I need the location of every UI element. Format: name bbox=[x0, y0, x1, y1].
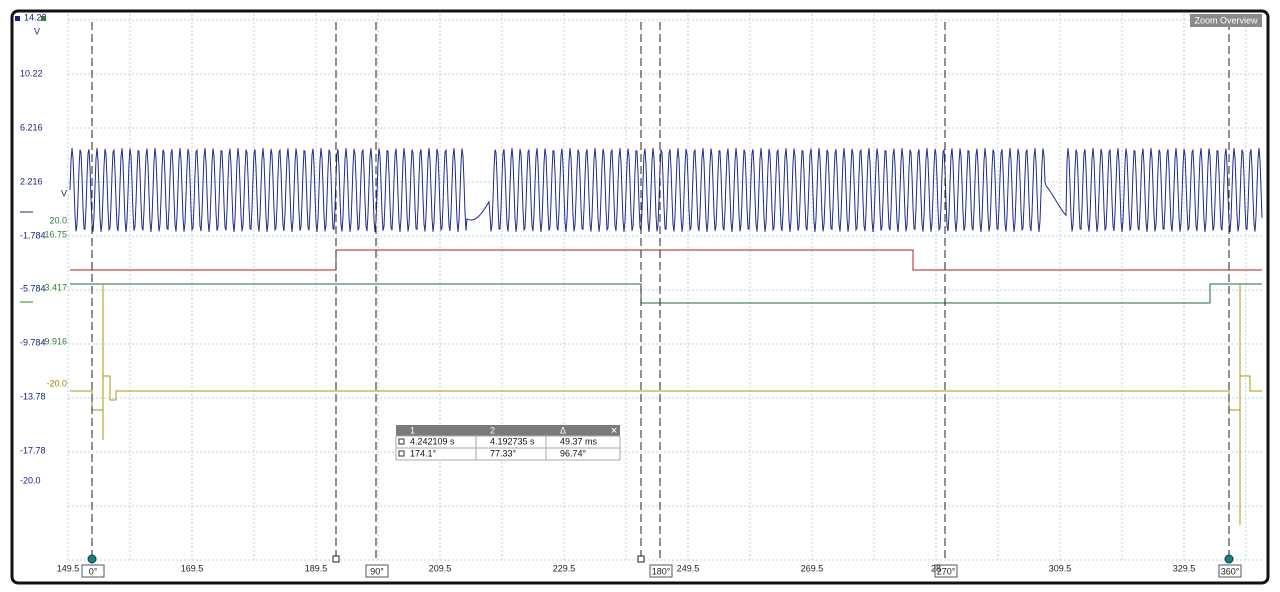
zoom-overview-button[interactable] bbox=[1190, 14, 1262, 27]
y-axis-label: 2.216 bbox=[20, 176, 43, 186]
x-axis-label: 309.5 bbox=[1049, 563, 1072, 573]
table-cell bbox=[545, 447, 621, 461]
channel-axis-label: V bbox=[61, 188, 67, 198]
cursors: 0° 90° 180° 270° 360° bbox=[81, 22, 1242, 578]
cursor-label: 360° bbox=[1221, 566, 1240, 576]
x-axis-label: 209.5 bbox=[429, 563, 452, 573]
table-cell-text: 4.242109 s bbox=[410, 436, 455, 446]
frame bbox=[10, 9, 1270, 585]
y-axis-label: 14.22 bbox=[24, 12, 47, 22]
channel-axis-label: -9.916 bbox=[41, 336, 67, 346]
grid bbox=[67, 14, 1262, 561]
cursor-label-box bbox=[365, 564, 389, 578]
y-axis-label: -17.78 bbox=[20, 445, 46, 455]
cursor-label: 180° bbox=[652, 566, 671, 576]
table-cell-text: 96.74° bbox=[560, 448, 587, 458]
channel-axis-label: 16.75 bbox=[44, 229, 67, 239]
measurement-table: 1 2 Δ ✕ 4.242109 s 4.192735 s 49.37 ms 174.1° 77… bbox=[395, 425, 621, 461]
x-axis-label: 149.5 bbox=[57, 563, 80, 573]
cursor-label: 90° bbox=[370, 566, 384, 576]
table-cell-text: 49.37 ms bbox=[560, 436, 598, 446]
red-trace bbox=[70, 249, 1262, 271]
x-axis-label: 28 bbox=[931, 563, 941, 573]
y-axis-label: 6.216 bbox=[20, 122, 43, 132]
cursor-label-box bbox=[81, 564, 105, 578]
table-column-header: 2 bbox=[490, 425, 495, 435]
x-axis-label: 169.5 bbox=[181, 563, 204, 573]
x-axis-label: 189.5 bbox=[305, 563, 328, 573]
cursor-label: 270° bbox=[937, 566, 956, 576]
x-axis-label: 269.5 bbox=[801, 563, 824, 573]
x-axis-label: 329.5 bbox=[1173, 563, 1196, 573]
cursor-label-box bbox=[1218, 564, 1242, 578]
zoom-overview-label: Zoom Overview bbox=[1194, 15, 1258, 25]
table-cell-text: 77.33° bbox=[490, 448, 517, 458]
traces bbox=[69, 147, 1263, 525]
table-header bbox=[396, 425, 620, 436]
y-axis-label: -20.0 bbox=[20, 475, 41, 485]
cursor-handle[interactable] bbox=[87, 554, 97, 564]
y-axis-label: -9.784 bbox=[20, 337, 46, 347]
x-axis-label: 249.5 bbox=[677, 563, 700, 573]
table-cell-text: 4.192735 s bbox=[490, 436, 535, 446]
yellow-trace bbox=[70, 285, 1262, 525]
cursor-label-box bbox=[934, 564, 958, 578]
table-column-header: 1 bbox=[410, 425, 415, 435]
cursor-handle[interactable] bbox=[637, 555, 645, 563]
row-icon bbox=[398, 438, 405, 445]
row-icon bbox=[398, 450, 405, 457]
table-cell-text: 174.1° bbox=[410, 448, 437, 458]
y-axis-label: -1.784 bbox=[20, 230, 46, 240]
channel-axis-label: 20.0 bbox=[49, 215, 67, 225]
channel-axis-label: 3.417 bbox=[44, 282, 67, 292]
blue-trace bbox=[69, 147, 1263, 233]
y-axis-label: V bbox=[34, 26, 40, 36]
channel-marker bbox=[41, 16, 46, 21]
labels: 14.22V10.226.2162.216-1.784-5.784-9.784-… bbox=[20, 12, 1195, 573]
table-close[interactable]: ✕ bbox=[610, 425, 618, 435]
cursor-handle[interactable] bbox=[332, 555, 340, 563]
y-axis-label: -13.78 bbox=[20, 391, 46, 401]
x-axis-label: 229.5 bbox=[553, 563, 576, 573]
y-axis-label: 10.22 bbox=[20, 68, 43, 78]
channel-axis-label: -20.0 bbox=[46, 378, 67, 388]
table-column-header: Δ bbox=[560, 425, 566, 435]
cursor-label-box bbox=[649, 564, 673, 578]
green-trace bbox=[70, 283, 1262, 304]
channel-marker bbox=[15, 16, 20, 21]
cursor-handle[interactable] bbox=[1224, 554, 1234, 564]
y-axis-label: -5.784 bbox=[20, 283, 46, 293]
cursor-label: 0° bbox=[89, 566, 98, 576]
